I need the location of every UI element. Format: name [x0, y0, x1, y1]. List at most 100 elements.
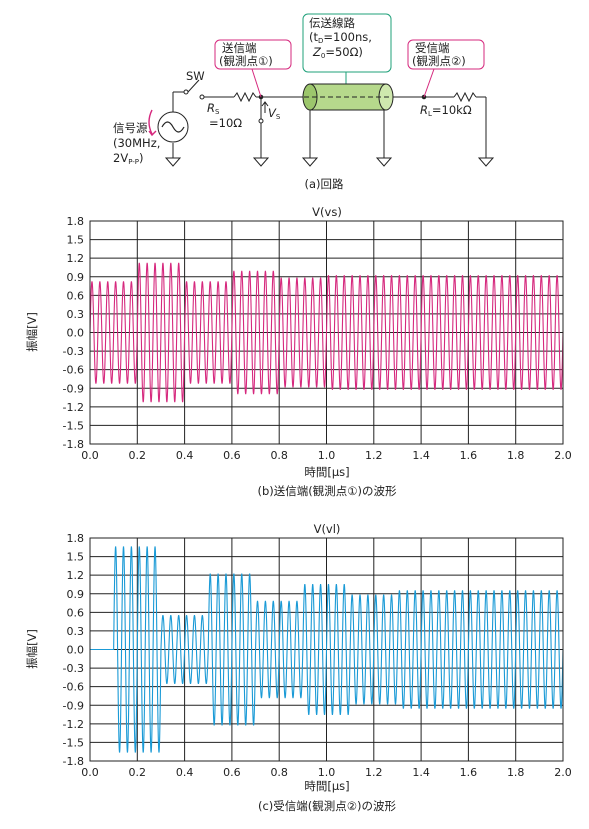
- waveform-line: [90, 546, 564, 753]
- y-tick-label: 1.5: [67, 234, 85, 247]
- x-tick-label: 1.0: [318, 449, 336, 462]
- y-tick-label: -0.6: [63, 681, 84, 694]
- ground-symbol: [477, 157, 495, 167]
- y-tick-label: 1.2: [67, 569, 85, 582]
- waveform-line: [89, 262, 564, 403]
- rs-label: RS: [207, 101, 220, 116]
- source-spec: (30MHz,: [113, 136, 160, 150]
- chart-caption: (b)送信端(観測点①)の波形: [257, 484, 397, 498]
- x-tick-label: 0.2: [129, 449, 147, 462]
- x-tick-label: 1.2: [365, 766, 383, 779]
- y-tick-label: 0.0: [67, 327, 85, 340]
- switch-contact: [183, 89, 189, 95]
- rl-label: RL=10kΩ: [420, 103, 472, 118]
- x-tick-label: 1.6: [460, 766, 478, 779]
- chart-frame: [89, 220, 564, 445]
- x-tick-label: 0.4: [176, 449, 194, 462]
- circuit-caption: (a)回路: [304, 177, 344, 191]
- send-box-line1: 送信端: [222, 41, 257, 55]
- ground-symbol: [375, 157, 393, 167]
- sw-label: SW: [186, 69, 205, 83]
- y-tick-label: 0.0: [67, 644, 85, 657]
- y-tick-label: 0.6: [67, 606, 85, 619]
- chart-plot-area: [89, 262, 564, 403]
- x-tick-label: 1.8: [507, 766, 525, 779]
- x-tick-label: 0.0: [81, 766, 99, 779]
- chart-title: V(vl): [314, 522, 341, 536]
- y-tick-labels: 1.8 1.5 1.2 0.9 0.6 0.3 0.0 -0.3 -0.6 -0.9 -1.2 -1.…: [63, 532, 84, 768]
- y-tick-label: -0.6: [63, 364, 84, 377]
- source-label: 信号源: [113, 121, 148, 135]
- ground-symbol: [252, 157, 270, 167]
- x-tick-label: 0.2: [129, 766, 147, 779]
- y-tick-label: -1.5: [63, 736, 84, 749]
- x-tick-label: 0.8: [270, 766, 288, 779]
- recv-box-line2: (観測点②): [412, 54, 466, 68]
- resistor-rs-icon: [233, 91, 257, 103]
- tline-box-line2: (tD=100ns,: [309, 30, 372, 45]
- y-tick-label: -0.9: [63, 382, 84, 395]
- y-tick-label: -0.3: [63, 662, 84, 675]
- recv-end-box: [407, 39, 485, 70]
- y-tick-label: 0.9: [67, 588, 85, 601]
- tline-box: [302, 13, 392, 73]
- y-axis-label: 振幅[V]: [25, 312, 39, 352]
- x-tick-label: 1.2: [365, 449, 383, 462]
- recv-box-line1: 受信端: [415, 41, 450, 55]
- vs-arrow-head-icon: [261, 101, 269, 107]
- chart-title: V(vs): [312, 205, 342, 219]
- y-tick-label: 1.8: [67, 215, 85, 228]
- y-tick-label: -1.8: [63, 755, 84, 768]
- x-tick-labels: 0.0 0.2 0.4 0.6 0.8 1.0 1.2 1.4 1.6 1.8 2.0: [81, 449, 572, 462]
- x-tick-label: 0.6: [223, 449, 241, 462]
- chart-caption: (c)受信端(観測点②)の波形: [258, 799, 397, 813]
- y-tick-label: -1.8: [63, 438, 84, 451]
- x-tick-label: 0.6: [223, 766, 241, 779]
- y-tick-label: -0.9: [63, 699, 84, 712]
- chart-plot-area: [90, 546, 564, 753]
- y-tick-label: 0.3: [67, 308, 85, 321]
- x-tick-label: 1.0: [318, 766, 336, 779]
- x-tick-label: 1.4: [412, 449, 430, 462]
- source-amp: 2VP-P): [113, 151, 144, 166]
- x-axis-label: 時間[μs]: [304, 779, 349, 793]
- switch-contact: [199, 94, 205, 100]
- switch-blade-icon: [187, 79, 200, 93]
- x-tick-label: 0.8: [270, 449, 288, 462]
- x-tick-label: 0.4: [176, 766, 194, 779]
- resistor-rl-icon: [453, 91, 477, 103]
- x-tick-labels: 0.0 0.2 0.4 0.6 0.8 1.0 1.2 1.4 1.6 1.8 2.0: [81, 766, 572, 779]
- vs-label: VS: [268, 106, 281, 121]
- x-tick-label: 1.6: [460, 449, 478, 462]
- pointer-line: [423, 68, 435, 98]
- y-tick-label: 0.3: [67, 625, 85, 638]
- rs-value: =10Ω: [209, 116, 242, 130]
- ac-source-icon: [148, 109, 189, 143]
- y-tick-label: 0.9: [67, 271, 85, 284]
- chart-recv-end: V(vl) 1.8 1.5 1.2 0.9 0.6 0.3 0.0 -0.3 -0.6 -0.9 -…: [25, 522, 572, 813]
- x-axis-label: 時間[μs]: [304, 465, 349, 479]
- y-tick-label: 1.2: [67, 252, 85, 265]
- y-tick-label: 1.5: [67, 551, 85, 564]
- ground-symbol: [301, 157, 319, 167]
- chart-frame: [89, 537, 564, 762]
- vs-terminal: [258, 118, 264, 124]
- chart-send-end: V(vs) 1.8 1.5 1.2 0.9 0.6 0.3 0.0 -0.3 -0.6 -0.9 -…: [25, 205, 572, 498]
- y-tick-label: -1.2: [63, 718, 84, 731]
- pointer-line: [251, 68, 262, 98]
- x-tick-label: 1.8: [507, 449, 525, 462]
- x-tick-label: 2.0: [554, 766, 572, 779]
- ground-symbol: [164, 157, 182, 167]
- x-tick-label: 1.4: [412, 766, 430, 779]
- y-tick-labels: 1.8 1.5 1.2 0.9 0.6 0.3 0.0 -0.3 -0.6 -0.9 -1.2 -1.…: [63, 215, 84, 451]
- y-tick-label: -1.5: [63, 419, 84, 432]
- send-box-line2: (観測点①): [219, 54, 273, 68]
- x-tick-label: 0.0: [81, 449, 99, 462]
- y-tick-label: 0.6: [67, 289, 85, 302]
- tline-box-line3: Z0=50Ω): [312, 45, 363, 60]
- x-tick-label: 2.0: [554, 449, 572, 462]
- y-tick-label: -1.2: [63, 401, 84, 414]
- transmission-line-icon: [302, 83, 394, 111]
- y-tick-label: 1.8: [67, 532, 85, 545]
